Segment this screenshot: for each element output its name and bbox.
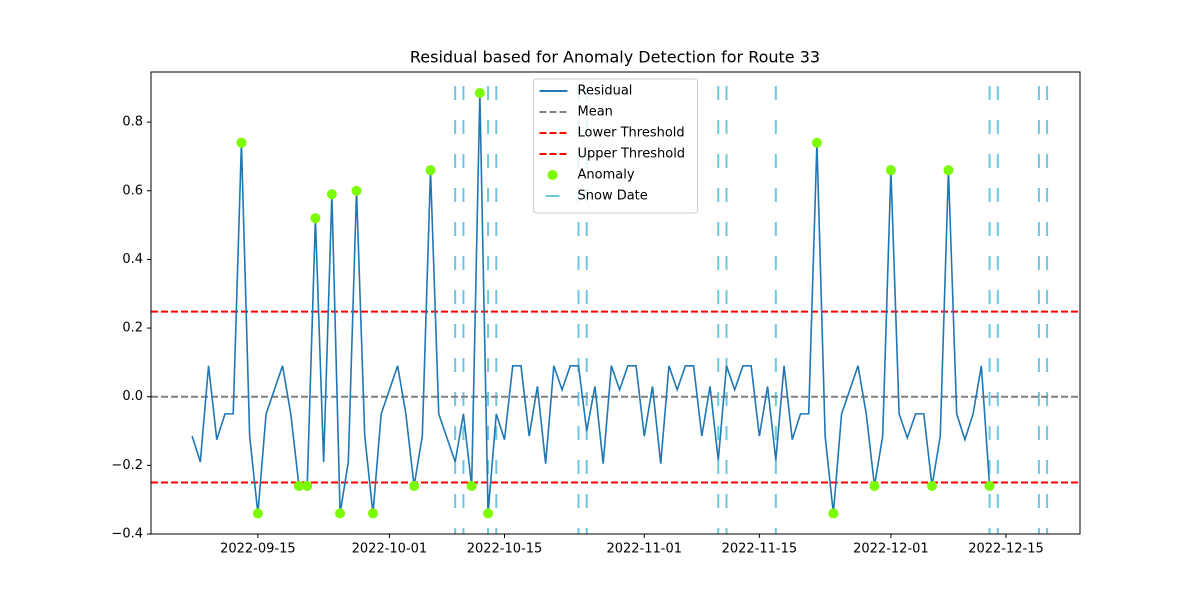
anomaly-point	[927, 480, 938, 491]
x-tick-label: 2022-12-15	[968, 542, 1044, 557]
y-tick-label: −0.4	[111, 527, 143, 542]
residual-line	[191, 92, 991, 514]
anomaly-point	[351, 185, 362, 196]
plot-frame	[150, 71, 1081, 535]
legend-marker	[547, 170, 558, 180]
anomaly-point	[293, 480, 304, 491]
legend-label: Anomaly	[578, 168, 635, 183]
x-tick-label: 2022-12-01	[853, 542, 929, 557]
anomaly-point	[252, 508, 263, 519]
anomaly-point	[236, 137, 247, 148]
y-tick-label: −0.2	[111, 458, 143, 473]
anomaly-point	[302, 480, 313, 491]
anomaly-point	[943, 165, 954, 176]
y-tick-label: 0.0	[122, 389, 143, 404]
anomaly-point	[310, 213, 321, 224]
anomaly-point	[425, 165, 436, 176]
x-tick-label: 2022-10-15	[467, 542, 543, 557]
anomaly-point	[828, 508, 839, 519]
chart-title: Residual based for Anomaly Detection for…	[410, 48, 820, 67]
legend-label: Residual	[578, 84, 633, 99]
y-tick-label: 0.2	[122, 321, 143, 336]
x-tick-label: 2022-11-15	[722, 542, 798, 557]
anomaly-point	[483, 508, 494, 519]
legend-label: Mean	[578, 105, 613, 120]
anomaly-point	[885, 165, 896, 176]
legend-label: Lower Threshold	[578, 126, 685, 141]
x-tick-label: 2022-11-01	[606, 542, 682, 557]
anomaly-point	[409, 480, 420, 491]
anomaly-point	[811, 137, 822, 148]
y-tick-label: 0.4	[122, 252, 143, 267]
x-tick-label: 2022-09-15	[220, 542, 296, 557]
legend-label: Snow Date	[578, 189, 648, 204]
y-tick-label: 0.8	[122, 115, 143, 130]
legend-box	[533, 78, 698, 214]
anomaly-point	[466, 480, 477, 491]
anomaly-point	[367, 508, 378, 519]
anomaly-point	[869, 480, 880, 491]
legend-label: Upper Threshold	[578, 147, 686, 162]
anomaly-point	[984, 480, 995, 491]
y-tick-label: 0.6	[122, 183, 143, 198]
anomaly-point	[326, 189, 337, 200]
anomaly-point	[474, 87, 485, 98]
anomaly-point	[335, 508, 346, 519]
x-tick-label: 2022-10-01	[352, 542, 428, 557]
